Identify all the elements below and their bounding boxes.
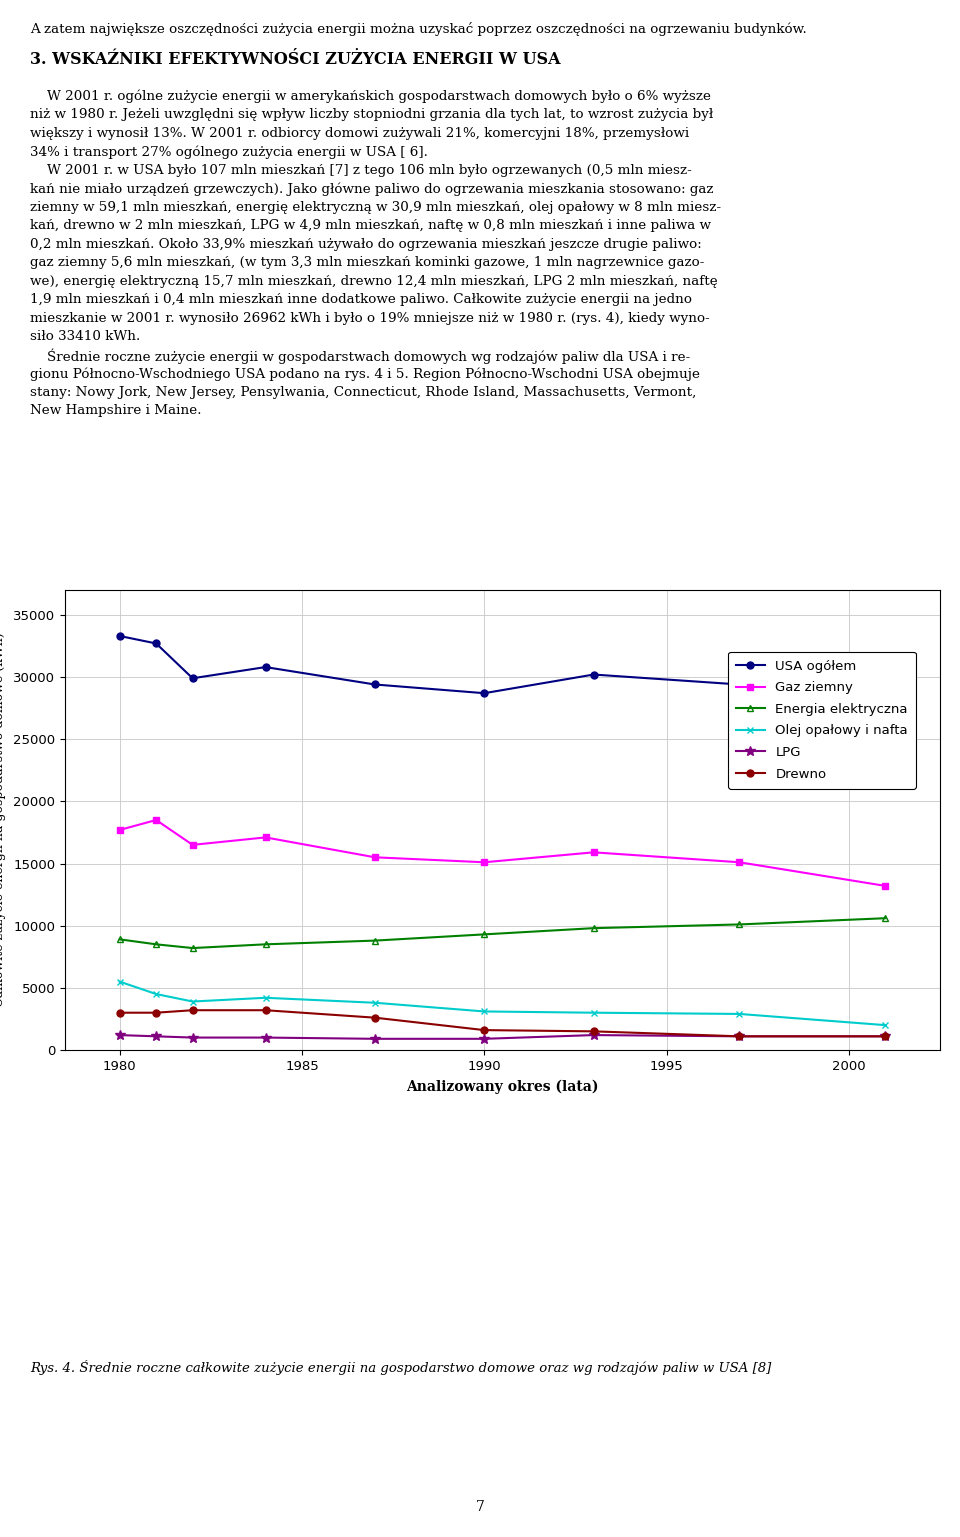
USA ogółem (733, 675, 745, 693)
Gaz ziemny (370, 848, 381, 867)
LPG (733, 1027, 745, 1045)
Energia elektryczna (733, 915, 745, 933)
LPG (588, 1025, 599, 1044)
USA ogółem (187, 669, 199, 687)
Legend: USA ogółem, Gaz ziemny, Energia elektryczna, Olej opałowy i nafta, LPG, Drewno: USA ogółem, Gaz ziemny, Energia elektryc… (728, 652, 916, 788)
Energia elektryczna (370, 931, 381, 950)
Text: 3. WSKAŹNIKI EFEKTYWNOŚCI ZUŻYCIA ENERGII W USA: 3. WSKAŹNIKI EFEKTYWNOŚCI ZUŻYCIA ENERGI… (30, 51, 561, 68)
Line: Olej opałowy i nafta: Olej opałowy i nafta (116, 978, 889, 1028)
Line: Gaz ziemny: Gaz ziemny (116, 816, 889, 890)
Drewno (151, 1004, 162, 1022)
Gaz ziemny (260, 828, 272, 847)
Text: Rys. 4. Średnie roczne całkowite zużycie energii na gospodarstwo domowe oraz wg : Rys. 4. Średnie roczne całkowite zużycie… (30, 1360, 771, 1376)
LPG (187, 1028, 199, 1047)
Text: 7: 7 (475, 1500, 485, 1514)
Text: New Hampshire i Maine.: New Hampshire i Maine. (30, 404, 202, 417)
USA ogółem (151, 635, 162, 653)
USA ogółem (478, 684, 490, 702)
Line: USA ogółem: USA ogółem (116, 633, 889, 719)
Gaz ziemny (151, 812, 162, 830)
Text: kań nie miało urządzeń grzewczych). Jako główne paliwo do ogrzewania mieszkania : kań nie miało urządzeń grzewczych). Jako… (30, 181, 713, 195)
LPG (151, 1027, 162, 1045)
Olej opałowy i nafta (370, 993, 381, 1011)
USA ogółem (114, 627, 126, 646)
Drewno (260, 1001, 272, 1019)
Energia elektryczna (879, 908, 891, 927)
Drewno (588, 1022, 599, 1041)
Line: Drewno: Drewno (116, 1007, 889, 1041)
Text: 1,9 mln mieszkań i 0,4 mln mieszkań inne dodatkowe paliwo. Całkowite zużycie ene: 1,9 mln mieszkań i 0,4 mln mieszkań inne… (30, 294, 692, 306)
Drewno (370, 1008, 381, 1027)
Energia elektryczna (114, 930, 126, 948)
LPG (370, 1030, 381, 1048)
Text: ziemny w 59,1 mln mieszkań, energię elektryczną w 30,9 mln mieszkań, olej opałow: ziemny w 59,1 mln mieszkań, energię elek… (30, 200, 721, 214)
LPG (879, 1027, 891, 1045)
Text: gaz ziemny 5,6 mln mieszkań, (w tym 3,3 mln mieszkań kominki gazowe, 1 mln nagrz: gaz ziemny 5,6 mln mieszkań, (w tym 3,3 … (30, 257, 705, 269)
USA ogółem (370, 675, 381, 693)
Drewno (187, 1001, 199, 1019)
Text: W 2001 r. ogólne zużycie energii w amerykańskich gospodarstwach domowych było o : W 2001 r. ogólne zużycie energii w amery… (30, 89, 711, 103)
LPG (478, 1030, 490, 1048)
USA ogółem (588, 666, 599, 684)
USA ogółem (879, 707, 891, 725)
Olej opałowy i nafta (260, 988, 272, 1007)
Drewno (733, 1027, 745, 1045)
Text: 34% i transport 27% ogólnego zużycia energii w USA [ 6].: 34% i transport 27% ogólnego zużycia ene… (30, 144, 428, 158)
Text: siło 33410 kWh.: siło 33410 kWh. (30, 330, 140, 343)
Text: gionu Północno-Wschodniego USA podano na rys. 4 i 5. Region Północno-Wschodni US: gionu Północno-Wschodniego USA podano na… (30, 367, 700, 381)
Gaz ziemny (114, 821, 126, 839)
Text: niż w 1980 r. Jeżeli uwzględni się wpływ liczby stopniodni grzania dla tych lat,: niż w 1980 r. Jeżeli uwzględni się wpływ… (30, 108, 713, 121)
Gaz ziemny (733, 853, 745, 871)
Gaz ziemny (187, 836, 199, 855)
Text: we), energię elektryczną 15,7 mln mieszkań, drewno 12,4 mln mieszkań, LPG 2 mln : we), energię elektryczną 15,7 mln mieszk… (30, 275, 718, 287)
Text: Średnie roczne zużycie energii w gospodarstwach domowych wg rodzajów paliw dla U: Średnie roczne zużycie energii w gospoda… (30, 349, 690, 364)
Line: LPG: LPG (115, 1030, 890, 1044)
Text: stany: Nowy Jork, New Jersey, Pensylwania, Connecticut, Rhode Island, Massachuse: stany: Nowy Jork, New Jersey, Pensylwani… (30, 386, 696, 398)
Drewno (478, 1021, 490, 1039)
Energia elektryczna (151, 934, 162, 953)
Gaz ziemny (588, 844, 599, 862)
Y-axis label: Całkowite zużycie energii na gospodarstwo domowe (kWh): Całkowite zużycie energii na gospodarstw… (0, 633, 6, 1007)
Olej opałowy i nafta (588, 1004, 599, 1022)
LPG (260, 1028, 272, 1047)
Text: W 2001 r. w USA było 107 mln mieszkań [7] z tego 106 mln było ogrzewanych (0,5 m: W 2001 r. w USA było 107 mln mieszkań [7… (30, 163, 692, 177)
USA ogółem (260, 658, 272, 676)
Energia elektryczna (260, 934, 272, 953)
Text: 0,2 mln mieszkań. Około 33,9% mieszkań używało do ogrzewania mieszkań jeszcze dr: 0,2 mln mieszkań. Około 33,9% mieszkań u… (30, 238, 702, 251)
Olej opałowy i nafta (187, 993, 199, 1011)
Olej opałowy i nafta (733, 1005, 745, 1024)
X-axis label: Analizowany okres (lata): Analizowany okres (lata) (406, 1079, 599, 1094)
Energia elektryczna (478, 925, 490, 944)
Olej opałowy i nafta (114, 973, 126, 991)
Drewno (114, 1004, 126, 1022)
Energia elektryczna (588, 919, 599, 938)
Line: Energia elektryczna: Energia elektryczna (116, 915, 889, 951)
Text: większy i wynosił 13%. W 2001 r. odbiorcy domowi zużywali 21%, komercyjni 18%, p: większy i wynosił 13%. W 2001 r. odbiorc… (30, 126, 689, 140)
Drewno (879, 1027, 891, 1045)
LPG (114, 1025, 126, 1044)
Energia elektryczna (187, 939, 199, 958)
Olej opałowy i nafta (151, 985, 162, 1004)
Gaz ziemny (879, 876, 891, 895)
Text: kań, drewno w 2 mln mieszkań, LPG w 4,9 mln mieszkań, naftę w 0,8 mln mieszkań i: kań, drewno w 2 mln mieszkań, LPG w 4,9 … (30, 220, 711, 232)
Text: mieszkanie w 2001 r. wynosiło 26962 kWh i było o 19% mniejsze niż w 1980 r. (rys: mieszkanie w 2001 r. wynosiło 26962 kWh … (30, 312, 709, 324)
Gaz ziemny (478, 853, 490, 871)
Text: A zatem największe oszczędności zużycia energii można uzyskać poprzez oszczędnoś: A zatem największe oszczędności zużycia … (30, 22, 806, 35)
Olej opałowy i nafta (879, 1016, 891, 1034)
Olej opałowy i nafta (478, 1002, 490, 1021)
